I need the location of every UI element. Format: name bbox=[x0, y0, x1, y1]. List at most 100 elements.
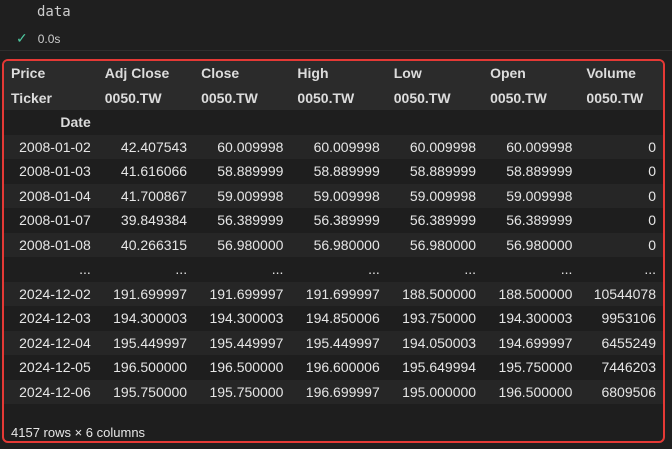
header-row-ticker: Ticker 0050.TW 0050.TW 0050.TW 0050.TW 0… bbox=[4, 85, 663, 110]
table-cell: 39.849384 bbox=[97, 208, 195, 233]
row-index: 2024-12-05 bbox=[4, 355, 98, 380]
table-cell: 194.699997 bbox=[483, 330, 580, 355]
table-row: 2024-12-04 195.449997 195.449997 195.449997… bbox=[4, 330, 663, 355]
table-cell: 195.649994 bbox=[386, 355, 484, 380]
header-row-price: Price Adj Close Close High Low Open Volu… bbox=[4, 61, 663, 86]
table-cell: 194.300003 bbox=[97, 306, 195, 331]
table-cell: 56.980000 bbox=[290, 232, 387, 257]
table-row: 2024-12-02 191.699997 191.699997 191.699997… bbox=[4, 281, 663, 306]
table-cell: 58.889999 bbox=[386, 159, 484, 184]
table-cell: 56.389999 bbox=[483, 208, 580, 233]
column-header: Volume bbox=[579, 61, 663, 86]
table-cell: ... bbox=[290, 257, 387, 282]
table-cell: 6809506 bbox=[579, 379, 663, 404]
table-row: 2024-12-03 194.300003 194.300003 194.850006… bbox=[4, 306, 663, 331]
table-cell: ... bbox=[579, 257, 663, 282]
table-cell: 58.889999 bbox=[483, 159, 580, 184]
table-cell: 10544078 bbox=[579, 281, 663, 306]
table-cell: 0 bbox=[579, 232, 663, 257]
table-cell: 56.980000 bbox=[386, 232, 484, 257]
table-cell: 196.600006 bbox=[290, 355, 387, 380]
table-row: 2008-01-08 40.266315 56.980000 56.980000 56.… bbox=[4, 232, 663, 257]
table-cell: 56.980000 bbox=[483, 232, 580, 257]
table-cell: ... bbox=[483, 257, 580, 282]
row-count-footer: 4157 rows × 6 columns bbox=[11, 425, 146, 440]
table-cell: 58.889999 bbox=[194, 159, 291, 184]
column-header: High bbox=[290, 61, 387, 86]
table-cell: 194.300003 bbox=[483, 306, 580, 331]
table-cell: 194.850006 bbox=[290, 306, 387, 331]
table-cell: 0 bbox=[579, 183, 663, 208]
table-cell: 196.500000 bbox=[194, 355, 291, 380]
ticker-header: 0050.TW bbox=[194, 85, 291, 110]
table-cell: 6455249 bbox=[579, 330, 663, 355]
table-cell: 194.300003 bbox=[194, 306, 291, 331]
row-index: 2024-12-04 bbox=[4, 330, 98, 355]
table-cell: 59.009998 bbox=[290, 183, 387, 208]
row-index: 2024-12-02 bbox=[4, 281, 98, 306]
row-index: 2008-01-07 bbox=[4, 208, 98, 233]
column-header: Adj Close bbox=[97, 61, 195, 86]
table-cell: 56.389999 bbox=[194, 208, 291, 233]
table-row: ..................... bbox=[4, 257, 663, 282]
table-cell: 196.500000 bbox=[483, 379, 580, 404]
table-row: 2024-12-06 195.750000 195.750000 196.699997… bbox=[4, 379, 663, 404]
table-cell: 60.009998 bbox=[483, 134, 580, 159]
ticker-header: 0050.TW bbox=[97, 85, 195, 110]
table-cell: 41.700867 bbox=[97, 183, 195, 208]
column-header: Open bbox=[483, 61, 580, 86]
table-cell: 194.050003 bbox=[386, 330, 484, 355]
table-row: 2008-01-03 41.616066 58.889999 58.889999 58.… bbox=[4, 159, 663, 184]
table-body: 2008-01-02 42.407543 60.009998 60.009998 60.… bbox=[4, 134, 663, 404]
table-cell: 59.009998 bbox=[194, 183, 291, 208]
table-cell: 56.389999 bbox=[386, 208, 484, 233]
table-cell: ... bbox=[97, 257, 195, 282]
table-cell: 195.750000 bbox=[97, 379, 195, 404]
header-row-date: Date bbox=[4, 110, 663, 135]
table-cell: 59.009998 bbox=[386, 183, 484, 208]
index-header-ticker: Ticker bbox=[4, 85, 98, 110]
table-cell: 41.616066 bbox=[97, 159, 195, 184]
table-cell: 56.389999 bbox=[290, 208, 387, 233]
table-cell: 59.009998 bbox=[483, 183, 580, 208]
ticker-header: 0050.TW bbox=[579, 85, 663, 110]
table-row: 2024-12-05 196.500000 196.500000 196.600006… bbox=[4, 355, 663, 380]
dataframe-table: Price Adj Close Close High Low Open Volu… bbox=[4, 61, 663, 404]
row-index: 2008-01-03 bbox=[4, 159, 98, 184]
table-cell: 0 bbox=[579, 208, 663, 233]
table-cell: 196.500000 bbox=[97, 355, 195, 380]
code-text[interactable]: data bbox=[37, 4, 71, 20]
table-cell: 191.699997 bbox=[290, 281, 387, 306]
table-cell: 0 bbox=[579, 134, 663, 159]
table-cell: 195.449997 bbox=[97, 330, 195, 355]
ticker-header: 0050.TW bbox=[290, 85, 387, 110]
index-name-date: Date bbox=[4, 110, 98, 135]
check-icon: ✓ bbox=[16, 30, 28, 46]
row-index: 2024-12-06 bbox=[4, 379, 98, 404]
row-index: 2008-01-02 bbox=[4, 134, 98, 159]
table-cell: 195.750000 bbox=[483, 355, 580, 380]
table-cell: 195.449997 bbox=[194, 330, 291, 355]
ticker-header: 0050.TW bbox=[483, 85, 580, 110]
table-cell: 60.009998 bbox=[194, 134, 291, 159]
table-cell: 60.009998 bbox=[290, 134, 387, 159]
column-header: Close bbox=[194, 61, 291, 86]
table-cell: 196.699997 bbox=[290, 379, 387, 404]
column-header: Low bbox=[386, 61, 484, 86]
execution-status: ✓ 0.0s bbox=[16, 30, 60, 47]
table-cell: 0 bbox=[579, 159, 663, 184]
cell-divider bbox=[0, 50, 672, 51]
table-cell: 195.750000 bbox=[194, 379, 291, 404]
table-cell: 195.000000 bbox=[386, 379, 484, 404]
table-row: 2008-01-07 39.849384 56.389999 56.389999 56.… bbox=[4, 208, 663, 233]
row-index: 2008-01-08 bbox=[4, 232, 98, 257]
row-index: ... bbox=[4, 257, 98, 282]
code-cell[interactable]: data ✓ 0.0s bbox=[0, 0, 672, 52]
table-cell: 7446203 bbox=[579, 355, 663, 380]
table-cell: 191.699997 bbox=[194, 281, 291, 306]
index-header-price: Price bbox=[4, 61, 98, 86]
table-row: 2008-01-02 42.407543 60.009998 60.009998 60.… bbox=[4, 134, 663, 159]
ticker-header: 0050.TW bbox=[386, 85, 484, 110]
table-cell: 40.266315 bbox=[97, 232, 195, 257]
table-cell: 9953106 bbox=[579, 306, 663, 331]
